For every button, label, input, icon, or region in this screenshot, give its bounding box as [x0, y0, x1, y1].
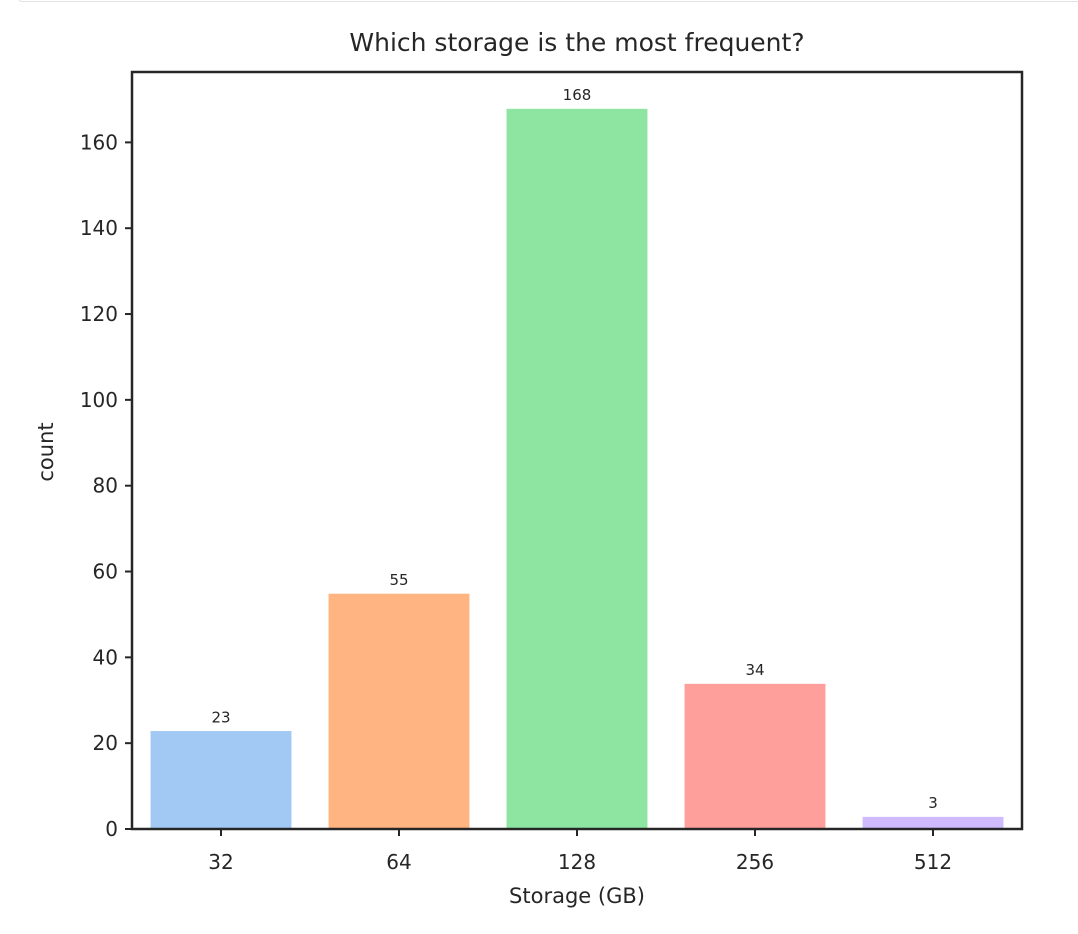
bar-value-label-64: 55: [389, 571, 408, 589]
x-axis-ticks: 32 64 128 256 512: [208, 829, 952, 874]
y-tick-label-20: 20: [93, 731, 118, 755]
bar-64: [327, 592, 471, 830]
x-tick-label-256: 256: [736, 850, 774, 874]
y-tick-label-100: 100: [80, 388, 118, 412]
bar-32: [149, 729, 293, 830]
bar-128: [505, 107, 649, 830]
y-tick-label-80: 80: [93, 474, 118, 498]
data-labels-layer: 23 55 168 34 3: [211, 86, 937, 812]
y-tick-label-160: 160: [80, 130, 118, 154]
bar-value-label-512: 3: [928, 794, 938, 812]
y-tick-label-0: 0: [105, 817, 118, 841]
y-axis-ticks: 0 20 40 60 80 100 120 140 160: [80, 130, 132, 841]
x-tick-label-32: 32: [208, 850, 233, 874]
y-tick-label-120: 120: [80, 302, 118, 326]
y-axis-label: count: [34, 422, 58, 481]
bar-value-label-32: 23: [211, 708, 230, 726]
bars-layer: [149, 107, 1005, 830]
bar-value-label-128: 168: [563, 86, 592, 104]
y-tick-label-140: 140: [80, 216, 118, 240]
notebook-output-frame: [18, 0, 1078, 2]
plot-frame: [130, 70, 1024, 831]
x-tick-label-128: 128: [558, 850, 596, 874]
x-axis-label: Storage (GB): [509, 884, 645, 908]
bar-value-label-256: 34: [745, 661, 764, 679]
y-tick-label-40: 40: [93, 645, 118, 669]
bar-512: [861, 815, 1005, 830]
chart-title: Which storage is the most frequent?: [349, 28, 804, 57]
x-tick-label-64: 64: [386, 850, 411, 874]
bar-256: [683, 682, 827, 830]
x-tick-label-512: 512: [914, 850, 952, 874]
y-tick-label-60: 60: [93, 560, 118, 584]
